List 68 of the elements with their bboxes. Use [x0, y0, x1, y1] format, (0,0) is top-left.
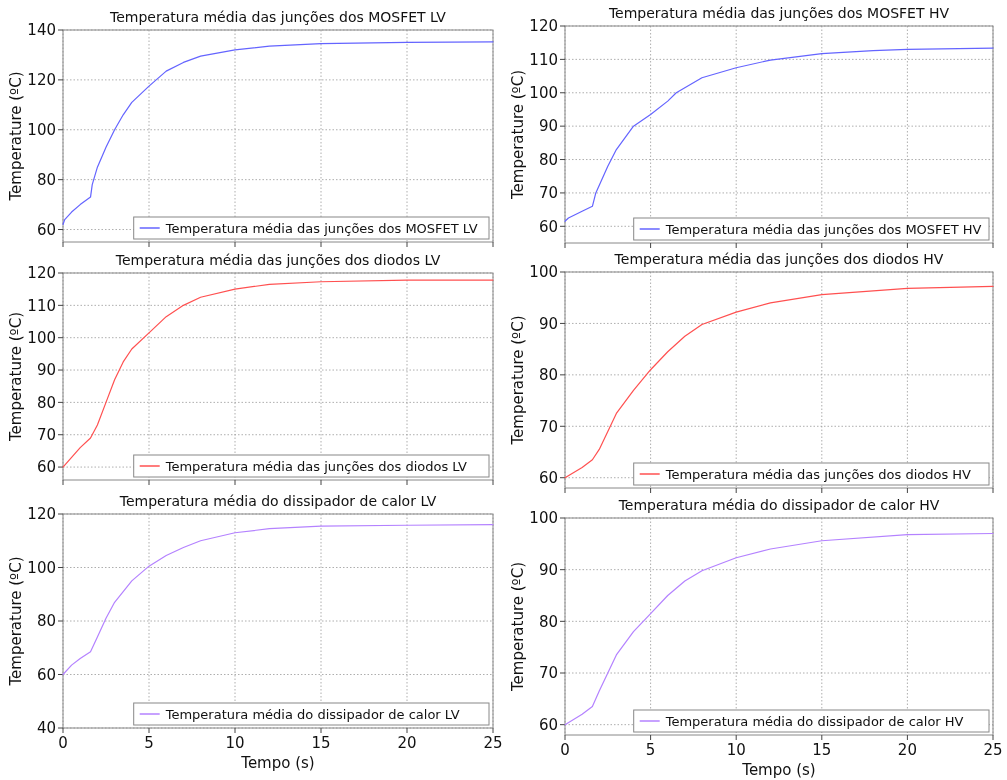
y-tick-label: 40: [36, 719, 56, 738]
y-tick-label: 80: [538, 612, 558, 631]
y-axis-title: Temperature (ºC): [509, 561, 527, 693]
y-tick-label: 60: [36, 458, 56, 477]
chart-title: Temperatura média das junções dos diodos HV: [613, 251, 944, 267]
legend-label: Temperatura média das junções dos diodos LV: [164, 458, 468, 474]
line-series: [564, 47, 994, 222]
y-tick-label: 80: [36, 170, 56, 189]
x-tick-label: 20: [897, 741, 917, 759]
y-axis-title: Temperature (ºC): [509, 69, 527, 201]
y-tick-label: 100: [27, 121, 56, 140]
chart-title: Temperatura média das junções dos diodos LV: [114, 252, 441, 268]
y-tick-label: 120: [27, 505, 56, 524]
legend-label: Temperatura média das junções dos diodos HV: [664, 466, 972, 482]
y-tick-label: 60: [36, 220, 56, 239]
legend-label: Temperatura média das junções dos MOSFET HV: [664, 221, 982, 237]
chart-title: Temperatura média das junções dos MOSFET HV: [607, 5, 950, 21]
y-axis-title: Temperature (ºC): [7, 311, 25, 443]
chart-title: Temperatura média do dissipador de calor LV: [118, 493, 437, 509]
y-tick-label: 80: [36, 612, 56, 631]
y-tick-label: 120: [27, 71, 56, 90]
y-tick-label: 100: [27, 558, 56, 577]
x-tick-label: 20: [397, 734, 417, 752]
y-tick-label: 100: [529, 509, 558, 528]
x-tick-label: 10: [726, 741, 746, 759]
x-axis-title: Tempo (s): [741, 761, 816, 779]
y-tick-label: 70: [538, 184, 558, 203]
y-tick-label: 70: [538, 417, 558, 436]
y-tick-label: 80: [538, 366, 558, 385]
y-axis-title: Temperature (ºC): [7, 71, 25, 202]
y-tick-label: 60: [538, 715, 558, 734]
legend-label: Temperatura média das junções dos MOSFET LV: [164, 220, 478, 236]
x-axis-title: Tempo (s): [240, 754, 315, 772]
y-tick-label: 140: [27, 21, 56, 40]
x-tick-label: 0: [58, 734, 68, 752]
y-tick-label: 60: [538, 468, 558, 487]
y-tick-label: 80: [538, 150, 558, 169]
x-tick-label: 15: [311, 734, 331, 752]
y-tick-label: 60: [538, 217, 558, 236]
x-tick-label: 25: [483, 734, 503, 752]
x-tick-label: 10: [225, 734, 245, 752]
chart-title: Temperatura média das junções dos MOSFET LV: [109, 9, 447, 25]
legend-label: Temperatura média do dissipador de calor HV: [664, 713, 964, 729]
y-tick-label: 90: [538, 117, 558, 136]
y-tick-label: 60: [36, 665, 56, 684]
y-tick-label: 80: [36, 393, 56, 412]
x-tick-label: 25: [983, 741, 1003, 759]
x-tick-label: 5: [645, 741, 656, 759]
y-tick-label: 120: [529, 17, 558, 36]
y-tick-label: 100: [27, 328, 56, 347]
chart-title: Temperatura média do dissipador de calor HV: [617, 497, 940, 513]
y-tick-label: 70: [36, 425, 56, 444]
x-tick-label: 5: [144, 734, 154, 752]
y-tick-label: 100: [529, 263, 558, 282]
y-tick-label: 90: [538, 560, 558, 579]
y-tick-label: 70: [538, 664, 558, 683]
y-tick-label: 100: [529, 84, 558, 103]
y-axis-title: Temperature (ºC): [7, 556, 25, 687]
line-series: [62, 524, 494, 676]
y-axis-title: Temperature (ºC): [509, 315, 527, 446]
x-tick-label: 15: [812, 741, 832, 759]
y-tick-label: 120: [27, 264, 56, 283]
y-tick-label: 110: [529, 50, 558, 69]
y-tick-label: 90: [538, 314, 558, 333]
x-tick-label: 0: [560, 741, 570, 759]
legend-label: Temperatura média do dissipador de calor LV: [164, 706, 460, 722]
y-tick-label: 90: [36, 361, 56, 380]
y-tick-label: 110: [27, 296, 56, 315]
